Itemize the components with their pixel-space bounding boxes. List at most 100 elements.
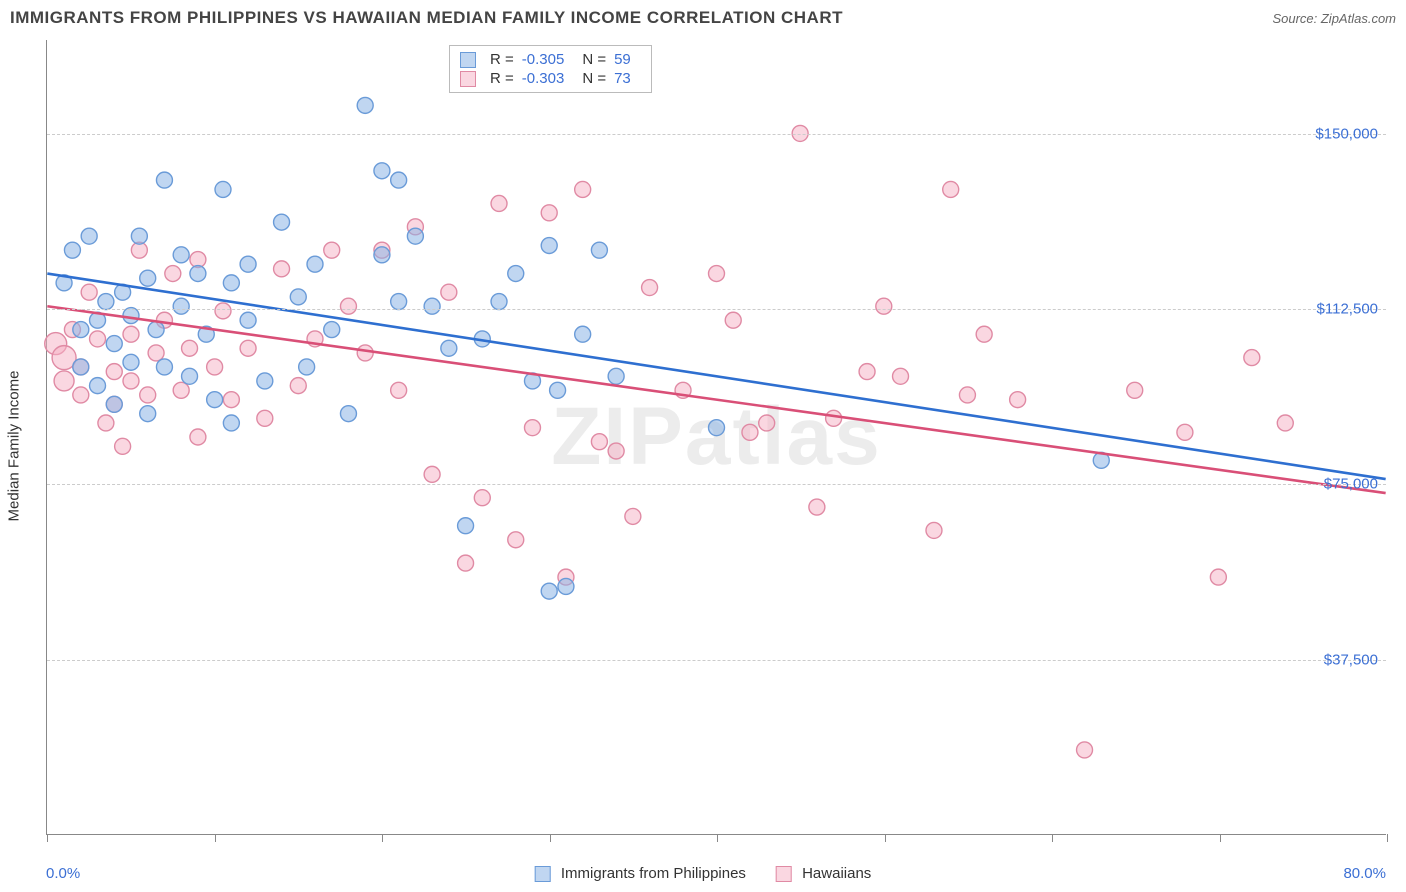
- scatter-point: [223, 392, 239, 408]
- legend-item-blue: Immigrants from Philippines: [535, 865, 746, 882]
- scatter-point: [709, 420, 725, 436]
- x-tick: [1052, 834, 1053, 842]
- scatter-point: [123, 308, 139, 324]
- scatter-point: [541, 205, 557, 221]
- top-legend-row: R = -0.303N = 73: [460, 69, 641, 88]
- legend-swatch: [460, 52, 476, 68]
- scatter-point: [458, 555, 474, 571]
- scatter-point: [391, 294, 407, 310]
- chart-container: IMMIGRANTS FROM PHILIPPINES VS HAWAIIAN …: [0, 0, 1406, 892]
- bottom-legend: Immigrants from Philippines Hawaiians: [535, 865, 872, 882]
- y-tick-label: $37,500: [1324, 651, 1378, 668]
- scatter-point: [140, 270, 156, 286]
- scatter-point: [290, 289, 306, 305]
- scatter-point: [106, 364, 122, 380]
- scatter-point: [190, 266, 206, 282]
- scatter-point: [148, 322, 164, 338]
- x-tick: [47, 834, 48, 842]
- top-legend: R = -0.305N = 59R = -0.303N = 73: [449, 45, 652, 93]
- scatter-point: [491, 294, 507, 310]
- scatter-point: [173, 382, 189, 398]
- scatter-point: [591, 434, 607, 450]
- scatter-point: [1077, 742, 1093, 758]
- x-axis-max-label: 80.0%: [1343, 865, 1386, 882]
- scatter-point: [73, 359, 89, 375]
- scatter-point: [976, 326, 992, 342]
- scatter-point: [131, 228, 147, 244]
- legend-swatch-pink: [776, 866, 792, 882]
- scatter-point: [307, 256, 323, 272]
- scatter-point: [926, 522, 942, 538]
- x-tick: [1387, 834, 1388, 842]
- scatter-point: [257, 373, 273, 389]
- trend-line: [47, 306, 1385, 493]
- x-tick: [1220, 834, 1221, 842]
- scatter-point: [274, 261, 290, 277]
- scatter-point: [1177, 424, 1193, 440]
- scatter-point: [859, 364, 875, 380]
- scatter-point: [374, 163, 390, 179]
- scatter-point: [391, 172, 407, 188]
- scatter-point: [725, 312, 741, 328]
- scatter-point: [1010, 392, 1026, 408]
- scatter-point: [1210, 569, 1226, 585]
- x-tick: [550, 834, 551, 842]
- scatter-point: [424, 466, 440, 482]
- scatter-point: [223, 275, 239, 291]
- scatter-point: [290, 378, 306, 394]
- x-tick: [885, 834, 886, 842]
- scatter-point: [173, 247, 189, 263]
- scatter-point: [257, 410, 273, 426]
- scatter-point: [458, 518, 474, 534]
- scatter-point: [90, 378, 106, 394]
- y-tick-label: $150,000: [1315, 125, 1378, 142]
- legend-label-pink: Hawaiians: [802, 865, 871, 882]
- scatter-point: [575, 326, 591, 342]
- scatter-point: [240, 256, 256, 272]
- scatter-point: [575, 181, 591, 197]
- scatter-point: [357, 97, 373, 113]
- scatter-point: [959, 387, 975, 403]
- scatter-point: [98, 415, 114, 431]
- scatter-point: [508, 532, 524, 548]
- scatter-point: [81, 284, 97, 300]
- scatter-point: [826, 410, 842, 426]
- scatter-point: [759, 415, 775, 431]
- scatter-point: [742, 424, 758, 440]
- scatter-point: [182, 368, 198, 384]
- scatter-point: [140, 406, 156, 422]
- legend-item-pink: Hawaiians: [776, 865, 871, 882]
- scatter-point: [81, 228, 97, 244]
- scatter-point: [893, 368, 909, 384]
- scatter-point: [591, 242, 607, 258]
- scatter-point: [223, 415, 239, 431]
- scatter-point: [340, 406, 356, 422]
- scatter-point: [608, 443, 624, 459]
- top-legend-row: R = -0.305N = 59: [460, 50, 641, 69]
- scatter-point: [558, 578, 574, 594]
- trend-line: [47, 274, 1385, 480]
- scatter-point: [474, 490, 490, 506]
- scatter-point: [1127, 382, 1143, 398]
- gridline: [47, 484, 1386, 485]
- scatter-point: [407, 228, 423, 244]
- scatter-point: [324, 322, 340, 338]
- scatter-point: [73, 322, 89, 338]
- y-tick-label: $75,000: [1324, 476, 1378, 493]
- scatter-point: [73, 387, 89, 403]
- scatter-point: [123, 354, 139, 370]
- scatter-point: [156, 172, 172, 188]
- scatter-point: [508, 266, 524, 282]
- x-tick: [215, 834, 216, 842]
- source-label: Source: ZipAtlas.com: [1272, 11, 1396, 26]
- scatter-point: [207, 359, 223, 375]
- scatter-point: [424, 298, 440, 314]
- scatter-point: [541, 238, 557, 254]
- scatter-point: [190, 429, 206, 445]
- x-tick: [717, 834, 718, 842]
- gridline: [47, 309, 1386, 310]
- scatter-point: [441, 284, 457, 300]
- scatter-point: [165, 266, 181, 282]
- scatter-point: [64, 242, 80, 258]
- gridline: [47, 660, 1386, 661]
